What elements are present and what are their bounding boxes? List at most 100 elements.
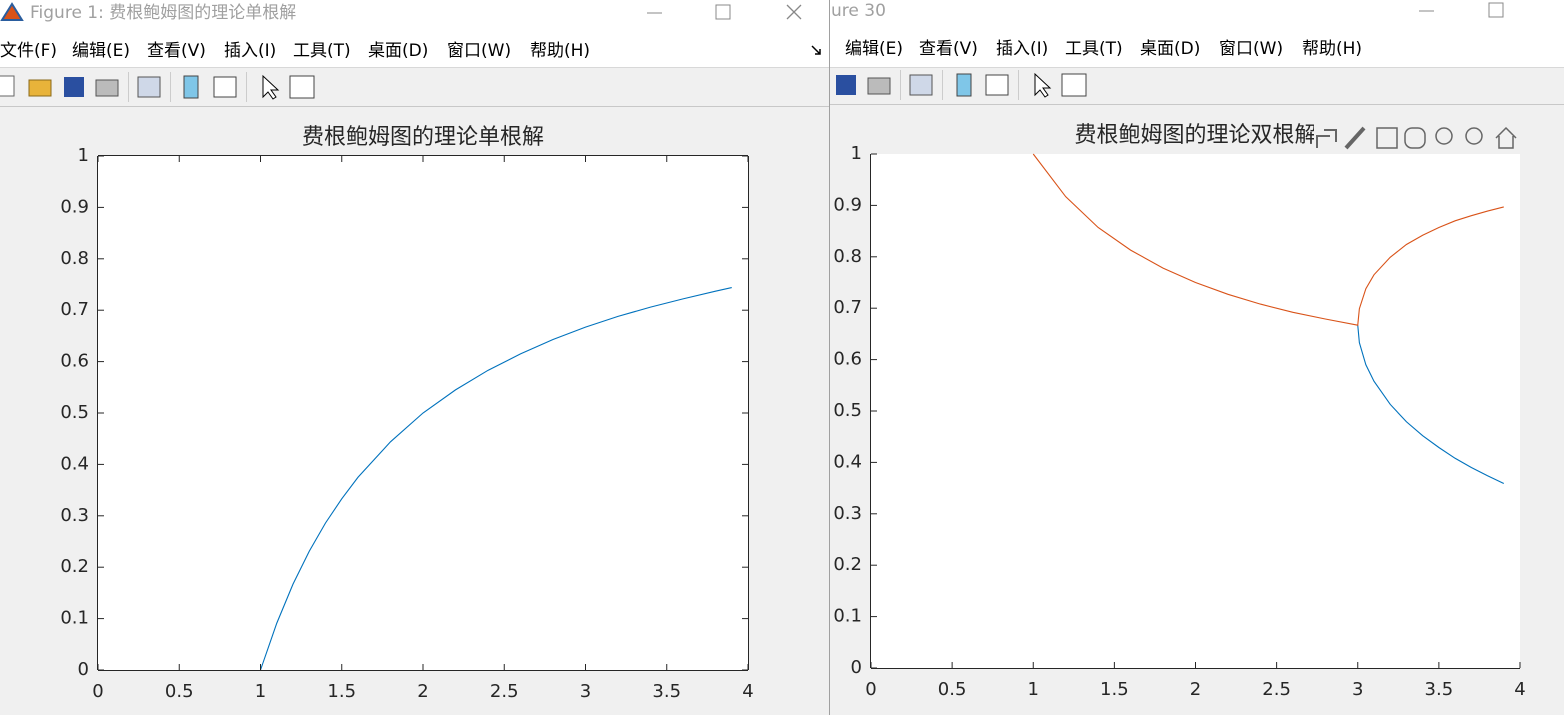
pointer-icon[interactable]	[1034, 72, 1052, 98]
title-bar	[830, 0, 1564, 25]
link-icon[interactable]	[137, 76, 161, 98]
x-tick-label: 1.5	[1100, 679, 1129, 700]
chart-title: 费根鲍姆图的理论双根解	[1074, 123, 1316, 148]
colorbar-icon[interactable]	[956, 73, 972, 97]
pan-icon[interactable]	[1404, 127, 1426, 149]
y-tick-label: 0.4	[833, 451, 862, 472]
x-tick-label: 0	[92, 681, 103, 702]
x-tick-label: 0	[865, 679, 876, 700]
y-tick-label: 0.5	[60, 402, 89, 423]
menu-bar	[830, 25, 1564, 67]
x-tick-label: 3	[1352, 679, 1363, 700]
pointer-icon[interactable]	[262, 74, 280, 100]
close-button[interactable]	[786, 4, 802, 20]
y-tick-label: 0.9	[60, 196, 89, 217]
x-tick-label: 0.5	[165, 681, 194, 702]
y-tick-label: 0.2	[60, 556, 89, 577]
x-tick-label: 4	[742, 681, 753, 702]
x-tick-label: 1	[1028, 679, 1039, 700]
app-icon	[0, 2, 24, 21]
new-icon[interactable]	[0, 75, 15, 97]
menu-item[interactable]: 桌面(D)	[1140, 39, 1200, 59]
x-tick-label: 3.5	[1425, 679, 1454, 700]
x-tick-label: 4	[1514, 679, 1525, 700]
menu-item[interactable]: 工具(T)	[1065, 39, 1123, 59]
y-tick-label: 0.8	[833, 246, 862, 267]
legend-icon[interactable]	[213, 76, 237, 98]
window-title: Figure 1: 费根鲍姆图的理论单根解	[30, 3, 296, 23]
home-icon[interactable]	[1495, 126, 1517, 149]
x-tick-label: 3	[580, 681, 591, 702]
menu-item[interactable]: 帮助(H)	[530, 41, 590, 61]
y-tick-label: 0.5	[833, 400, 862, 421]
menu-item[interactable]: 桌面(D)	[368, 41, 428, 61]
y-tick-label: 0	[851, 657, 862, 678]
menu-item[interactable]: 帮助(H)	[1302, 39, 1362, 59]
chart: 费根鲍姆图的理论双根解 0 0.5 1 1.5 2 2.5 3 3.5 4 0 0.1 0.2 0.3 0.…	[833, 123, 1525, 700]
menu-item[interactable]: 查看(V)	[919, 39, 978, 59]
property-icon[interactable]	[1061, 73, 1087, 97]
y-tick-label: 0.3	[60, 505, 89, 526]
data-line	[259, 287, 732, 671]
brush-icon[interactable]	[1344, 126, 1366, 150]
menu-bar	[0, 27, 829, 67]
menu-item[interactable]: 窗口(W)	[447, 41, 511, 61]
y-tick-label: 0.9	[833, 194, 862, 215]
x-tick-label: 1	[255, 681, 266, 702]
data-line	[1357, 325, 1505, 484]
y-tick-label: 0	[78, 659, 89, 680]
plot-area	[871, 154, 1520, 668]
charts: 费根鲍姆图的理论单根解 0 0.5 1 1.5 2 2.5 3 3.5 4 0 0.1 0.2 0.3 0.…	[60, 123, 1525, 702]
save-icon[interactable]	[836, 75, 856, 95]
zoom-in-icon[interactable]	[1435, 127, 1453, 145]
x-tick-label: 2.5	[1262, 679, 1291, 700]
open-icon[interactable]	[28, 79, 52, 97]
export-icon[interactable]	[1316, 129, 1337, 148]
print-icon[interactable]	[867, 77, 891, 95]
x-tick-label: 0.5	[938, 679, 967, 700]
save-icon[interactable]	[64, 77, 84, 97]
y-tick-label: 0.7	[60, 299, 89, 320]
maximize-button[interactable]	[1488, 2, 1504, 18]
y-tick-label: 0.2	[833, 554, 862, 575]
datatip-icon[interactable]	[1376, 127, 1398, 149]
menu-item[interactable]: 窗口(W)	[1219, 39, 1283, 59]
maximize-button[interactable]	[715, 4, 731, 20]
title-bar	[0, 0, 829, 27]
window-title: ure 30	[831, 1, 886, 21]
y-tick-label: 0.4	[60, 453, 89, 474]
x-tick-label: 3.5	[652, 681, 681, 702]
zoom-out-icon[interactable]	[1465, 127, 1483, 145]
y-tick-label: 0.3	[833, 503, 862, 524]
y-tick-label: 0.1	[60, 608, 89, 629]
menu-item[interactable]: 编辑(E)	[845, 39, 903, 59]
print-icon[interactable]	[95, 79, 119, 97]
menu-item[interactable]: 工具(T)	[293, 41, 351, 61]
y-tick-label: 1	[78, 145, 89, 166]
y-tick-label: 0.6	[833, 349, 862, 370]
x-tick-label: 2	[1190, 679, 1201, 700]
menu-item[interactable]: 文件(F)	[0, 41, 57, 61]
menu-item[interactable]: 编辑(E)	[72, 41, 130, 61]
axes-toolbar	[1314, 124, 1522, 152]
menu-item[interactable]: 插入(I)	[224, 41, 276, 61]
menu-item[interactable]: 查看(V)	[147, 41, 206, 61]
y-tick-label: 0.7	[833, 297, 862, 318]
dock-arrow[interactable]	[811, 45, 821, 55]
legend-icon[interactable]	[985, 74, 1009, 96]
colorbar-icon[interactable]	[183, 75, 199, 99]
chart-title: 费根鲍姆图的理论单根解	[302, 125, 544, 150]
toolbar	[836, 70, 1087, 100]
link-icon[interactable]	[909, 74, 933, 96]
menu-item[interactable]: 插入(I)	[996, 39, 1048, 59]
x-tick-label: 2	[417, 681, 428, 702]
y-tick-label: 0.1	[833, 606, 862, 627]
data-line	[1032, 153, 1504, 326]
y-tick-label: 0.8	[60, 248, 89, 269]
y-tick-label: 1	[851, 143, 862, 164]
x-tick-label: 1.5	[327, 681, 356, 702]
chart: 费根鲍姆图的理论单根解 0 0.5 1 1.5 2 2.5 3 3.5 4 0 0.1 0.2 0.3 0.…	[60, 125, 753, 702]
property-icon[interactable]	[289, 75, 315, 99]
toolbar	[0, 72, 315, 102]
